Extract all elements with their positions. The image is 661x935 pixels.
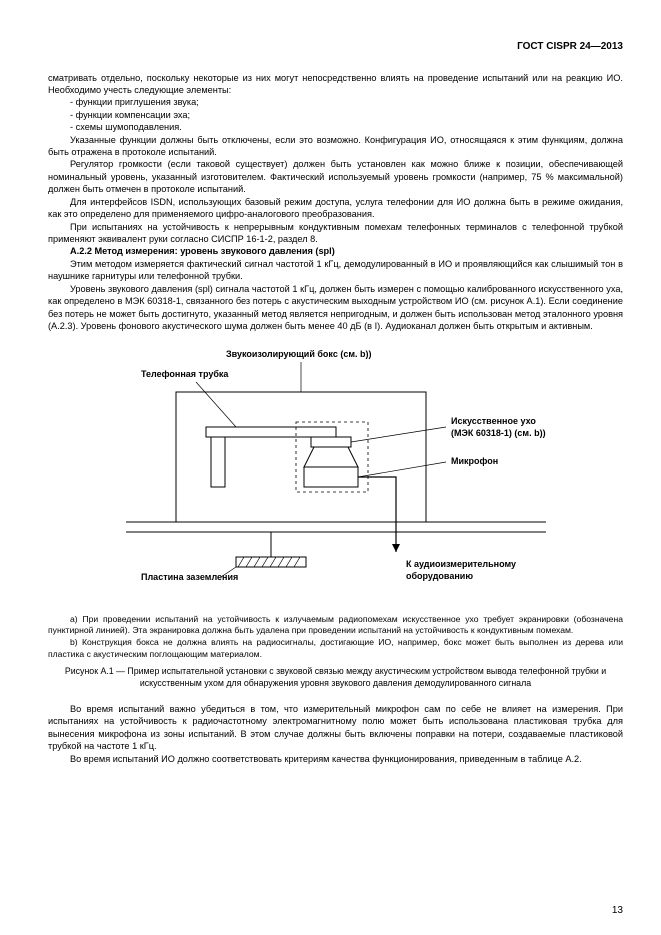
page-number: 13 bbox=[612, 904, 623, 918]
doc-header: ГОСТ CISPR 24—2013 bbox=[48, 40, 623, 54]
footnote-a: a) При проведении испытаний на устойчиво… bbox=[48, 614, 623, 637]
para-4: Для интерфейсов ISDN, использующих базов… bbox=[48, 196, 623, 221]
para-2: Указанные функции должны быть отключены,… bbox=[48, 134, 623, 159]
para-6: Этим методом измеряется фактический сигн… bbox=[48, 258, 623, 283]
list-item-2: - функции компенсации эха; bbox=[48, 109, 623, 121]
page: ГОСТ CISPR 24—2013 сматривать отдельно, … bbox=[0, 0, 661, 935]
figure-a1: Звукоизолирующий бокс (см. b)) Телефонна… bbox=[48, 342, 623, 605]
list-item-1: - функции приглушения звука; bbox=[48, 96, 623, 108]
label-box: Звукоизолирующий бокс (см. b)) bbox=[226, 349, 371, 359]
label-audio-1: К аудиоизмерительному bbox=[406, 559, 516, 569]
para-9: Во время испытаний ИО должно соответство… bbox=[48, 753, 623, 765]
figure-caption: Рисунок А.1 — Пример испытательной устан… bbox=[48, 666, 623, 689]
section-heading: А.2.2 Метод измерения: уровень звукового… bbox=[48, 245, 623, 257]
para-cont: сматривать отдельно, поскольку некоторые… bbox=[48, 72, 623, 97]
ground-plate-hatch bbox=[236, 557, 306, 567]
figure-svg: Звукоизолирующий бокс (см. b)) Телефонна… bbox=[86, 342, 586, 602]
label-mic: Микрофон bbox=[451, 456, 498, 466]
para-3: Регулятор громкости (если таковой сущест… bbox=[48, 158, 623, 195]
para-7: Уровень звукового давления (spl) сигнала… bbox=[48, 283, 623, 333]
label-audio-2: оборудованию bbox=[406, 571, 473, 581]
label-handset: Телефонная трубка bbox=[141, 369, 229, 379]
label-ground: Пластина заземления bbox=[141, 572, 238, 582]
para-5: При испытаниях на устойчивость к непреры… bbox=[48, 221, 623, 246]
list-item-3: - схемы шумоподавления. bbox=[48, 121, 623, 133]
para-8: Во время испытаний важно убедиться в том… bbox=[48, 703, 623, 753]
label-ear-1: Искусственное ухо bbox=[451, 416, 536, 426]
footnote-b: b) Конструкция бокса не должна влиять на… bbox=[48, 637, 623, 660]
label-ear-2: (МЭК 60318-1) (см. b)) bbox=[451, 428, 546, 438]
